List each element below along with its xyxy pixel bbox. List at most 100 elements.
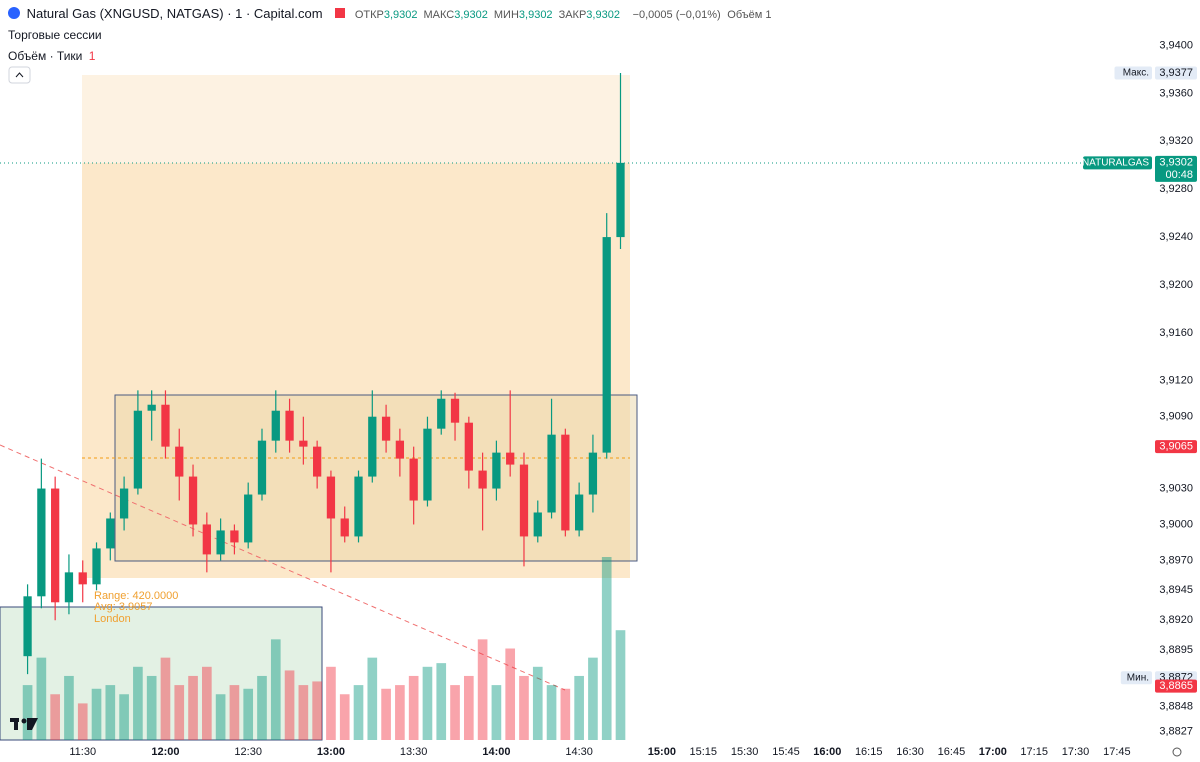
candle-layer — [23, 73, 625, 675]
y-tick-label: 3,9320 — [1159, 135, 1193, 147]
candle-body — [340, 518, 349, 537]
x-tick-label: 14:00 — [482, 746, 510, 758]
x-tick-label: 12:00 — [151, 746, 179, 758]
volume-bar — [532, 666, 543, 740]
y-tick-label: 3,8827 — [1159, 726, 1193, 738]
collapse-button[interactable] — [8, 66, 31, 84]
volume-bar — [91, 688, 102, 740]
x-tick-label: 15:30 — [731, 746, 759, 758]
y-tick-label: 3,9400 — [1159, 39, 1193, 51]
candle-body — [602, 237, 611, 453]
x-tick-label: 13:30 — [400, 746, 428, 758]
volume-bar — [601, 557, 612, 740]
x-tick-label: 17:45 — [1103, 746, 1131, 758]
candle-body — [147, 404, 156, 411]
price-badge-label: 3,9377 — [1159, 67, 1193, 79]
candle-body — [492, 452, 501, 489]
session-highlight-top — [82, 75, 630, 163]
volume-bar — [229, 685, 240, 740]
candle-body — [381, 416, 391, 441]
candle-body — [78, 572, 87, 585]
annotation: Range: 420.0000 — [94, 590, 178, 602]
x-tick-label: 17:30 — [1062, 746, 1090, 758]
candle-body — [437, 398, 446, 429]
volume-bar — [422, 666, 433, 740]
x-tick-label: 11:30 — [69, 746, 96, 758]
volume-bar — [408, 675, 419, 740]
ohlc-value: 3,9302 — [518, 9, 553, 21]
volume-bar — [36, 657, 47, 740]
volume-bar — [381, 688, 391, 740]
candle-body — [313, 446, 322, 477]
y-tick-label: 3,9120 — [1159, 375, 1193, 387]
volume-bar — [574, 675, 584, 740]
y-tick-label: 3,8970 — [1159, 554, 1193, 566]
volume-bar — [257, 675, 267, 740]
volume-bar — [22, 685, 33, 740]
candle-body — [133, 410, 143, 489]
x-tick-label: 16:15 — [855, 746, 883, 758]
volume-bar — [298, 685, 309, 740]
ohlc-label: МАКС — [423, 9, 455, 21]
sessions-label: Торговые сессии — [8, 28, 102, 42]
price-badge-label: 3,8865 — [1159, 680, 1193, 692]
volume-bar — [188, 675, 198, 740]
candle-body — [575, 494, 584, 531]
x-tick-label: 17:15 — [1020, 746, 1048, 758]
y-tick-label: 3,9360 — [1159, 87, 1193, 99]
volume-pane-value: 1 — [88, 49, 96, 63]
symbol-icon — [8, 7, 20, 19]
title-row: Natural Gas (XNGUSD, NATGAS) · 1 · Capit… — [8, 6, 774, 21]
price-tag-label: NATURALGAS — [1082, 157, 1149, 168]
candle-body — [37, 488, 46, 597]
volume-bar — [588, 657, 598, 740]
ohlc-label: ЗАКР — [558, 9, 587, 21]
x-tick-label: 15:15 — [689, 746, 717, 758]
candle-body — [423, 428, 432, 501]
volume-bar — [119, 694, 129, 740]
x-tick-label: 14:30 — [565, 746, 593, 758]
price-badge — [1155, 155, 1197, 182]
flag-icon[interactable] — [335, 8, 346, 18]
candle-body — [616, 162, 625, 238]
volume-bar — [505, 648, 516, 740]
candle-body — [244, 494, 253, 543]
trend-line — [0, 444, 566, 691]
y-tick-label: 3,9200 — [1159, 279, 1193, 291]
volume-bar — [546, 685, 557, 740]
tv-logo — [10, 718, 38, 730]
annotation: Avg: 3.9057 — [94, 601, 153, 613]
y-tick-label: 3,8895 — [1159, 644, 1193, 656]
volume-bar — [367, 657, 378, 740]
candle-body — [106, 518, 115, 549]
y-tick-label: 3,8920 — [1159, 614, 1193, 626]
price-badge-label: 3,9302 — [1159, 156, 1193, 168]
candle-body — [257, 440, 267, 495]
x-tick-label: 13:00 — [317, 746, 345, 758]
candle-body — [506, 452, 515, 465]
volume-bar — [284, 670, 295, 740]
volume-pane-label: Объём · Тики — [8, 49, 83, 63]
ohlc-label: МИН — [493, 9, 519, 21]
legend: Natural Gas (XNGUSD, NATGAS) · 1 · Capit… — [8, 6, 774, 63]
volume-bar — [146, 675, 157, 740]
volume-bar — [560, 688, 571, 740]
volume-bar — [243, 688, 254, 740]
settings-icon[interactable] — [1172, 747, 1182, 757]
volume-bar — [491, 685, 502, 740]
volume-label: Объём — [727, 9, 763, 21]
candle-body — [202, 524, 211, 555]
price-tag-label: Макс. — [1123, 68, 1149, 79]
candle-body — [547, 434, 556, 513]
price-badge — [1155, 440, 1197, 454]
volume-value: 1 — [765, 9, 772, 21]
volume-bar — [77, 703, 88, 740]
candle-body — [216, 530, 225, 555]
annotation: London — [94, 613, 131, 625]
candle-body — [561, 434, 570, 531]
volume-bar — [339, 694, 350, 740]
volume-bar — [50, 694, 60, 740]
price-tag — [1083, 156, 1152, 170]
change: −0,0005 (−0,01%) — [632, 9, 721, 21]
